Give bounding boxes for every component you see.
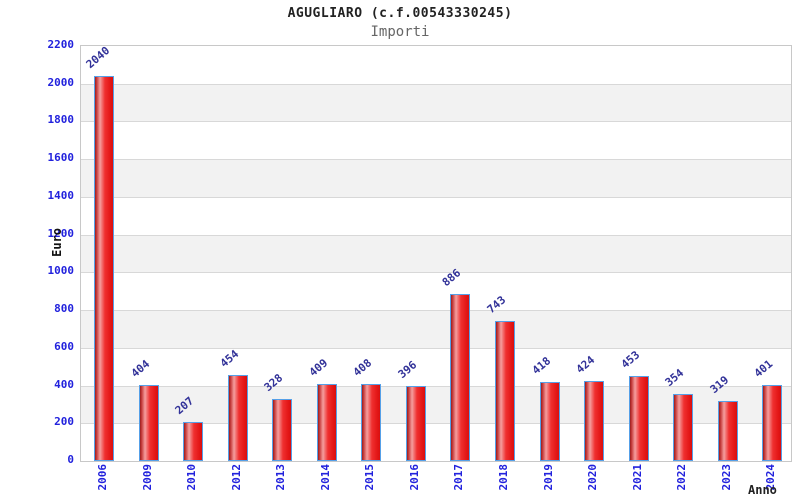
grid-band xyxy=(81,385,791,424)
y-tick-label: 1400 xyxy=(47,188,75,202)
bar-value-label: 424 xyxy=(573,353,598,377)
y-tick-label: 1200 xyxy=(47,226,75,240)
bar xyxy=(316,383,337,461)
bar xyxy=(673,394,694,461)
y-tick-label: 600 xyxy=(54,339,74,353)
y-tick-label: 400 xyxy=(54,377,74,391)
bar-value-label: 404 xyxy=(128,357,152,380)
grid-band xyxy=(81,234,791,273)
bar xyxy=(138,384,159,461)
gridline xyxy=(81,83,791,85)
x-tick-label: 2015 xyxy=(363,464,377,491)
bar-value-label: 396 xyxy=(395,358,420,382)
x-tick-label: 2018 xyxy=(496,464,510,491)
bar-value-label: 401 xyxy=(751,357,776,381)
bar xyxy=(361,384,382,461)
bar-value-label: 408 xyxy=(350,356,375,380)
x-tick-label: 2022 xyxy=(675,464,689,491)
x-tick-label: 2023 xyxy=(719,464,733,491)
y-tick-label: 2200 xyxy=(47,38,75,51)
bar xyxy=(450,293,471,461)
bar xyxy=(762,385,783,461)
x-tick-label: 2006 xyxy=(96,464,109,491)
x-tick-label: 2009 xyxy=(140,464,154,491)
x-tick-label: 2021 xyxy=(630,464,644,491)
bar xyxy=(494,320,515,461)
gridline xyxy=(81,423,791,425)
gridline xyxy=(81,234,791,236)
y-tick-label: 0 xyxy=(67,453,74,466)
x-tick-label: 2010 xyxy=(185,464,199,491)
x-tick-label: 2014 xyxy=(318,464,332,491)
gridline xyxy=(81,385,791,387)
plot-area: 2040 404 207 454 328 409 408 396 886 743 418 424 453… xyxy=(80,44,792,462)
y-axis-title: Euro xyxy=(50,228,64,257)
gridline xyxy=(81,121,791,123)
bar xyxy=(584,381,605,461)
x-tick-label: 2012 xyxy=(229,464,243,491)
y-tick-label: 1000 xyxy=(47,264,75,278)
gridline xyxy=(81,272,791,274)
chart-subtitle: Importi xyxy=(370,24,430,40)
bar xyxy=(717,400,738,461)
bar xyxy=(405,386,426,461)
gridline xyxy=(81,347,791,349)
bar-value-label: 409 xyxy=(306,356,330,379)
bar xyxy=(539,382,560,461)
bar-value-label: 418 xyxy=(529,354,553,378)
y-tick-label: 1600 xyxy=(47,151,75,165)
grid-band xyxy=(81,159,791,197)
gridline xyxy=(81,196,791,198)
x-tick-label: 2020 xyxy=(586,464,600,491)
bar xyxy=(272,399,293,461)
grid-band xyxy=(81,83,791,122)
y-tick-label: 1800 xyxy=(47,113,75,127)
bar xyxy=(628,375,649,461)
x-tick-label: 2017 xyxy=(452,464,466,491)
bar-value-label: 454 xyxy=(217,347,241,371)
grid-band xyxy=(81,310,791,348)
chart-title: AGUGLIARO (c.f.00543330245) xyxy=(287,6,513,21)
bar-value-label: 453 xyxy=(618,347,642,371)
bar xyxy=(94,76,114,461)
bar xyxy=(183,421,204,461)
y-tick-label: 800 xyxy=(54,302,74,316)
x-tick-label: 2013 xyxy=(274,464,288,491)
bar-value-label: 2040 xyxy=(83,44,113,72)
x-tick-label: 2016 xyxy=(407,464,421,491)
bar xyxy=(227,375,248,461)
x-tick-label: 2019 xyxy=(541,464,555,491)
gridline xyxy=(81,310,791,312)
gridline xyxy=(81,159,791,161)
x-axis-title: Anno xyxy=(748,483,777,497)
y-tick-label: 2000 xyxy=(47,75,75,89)
y-tick-label: 200 xyxy=(54,415,74,429)
